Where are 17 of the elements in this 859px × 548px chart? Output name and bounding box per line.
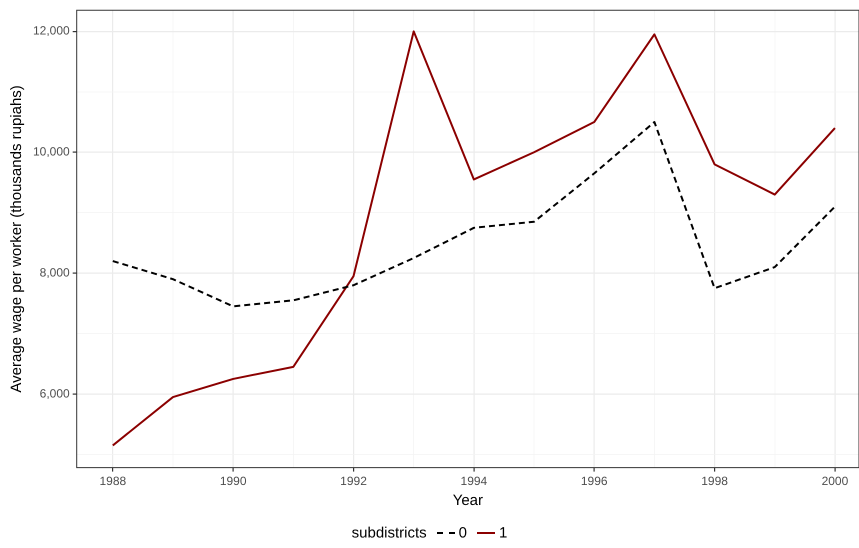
x-tick-label: 1990 <box>220 474 247 488</box>
legend-label: 1 <box>499 524 508 542</box>
x-axis-title: Year <box>452 492 484 510</box>
x-tick-label: 1998 <box>701 474 728 488</box>
y-tick-label: 12,000 <box>33 24 70 38</box>
y-axis-title: Average wage per worker (thousands rupiahs) <box>8 85 26 393</box>
y-tick-label: 8,000 <box>40 265 70 280</box>
x-tick-label: 1994 <box>460 474 488 488</box>
x-tick-label: 1992 <box>340 474 368 488</box>
legend-title: subdistricts <box>352 524 427 542</box>
x-tick-label: 2000 <box>822 474 849 488</box>
legend-label: 0 <box>458 524 468 542</box>
y-tick-label: 6,000 <box>40 386 70 400</box>
x-tick-label: 1996 <box>580 474 608 488</box>
line-series <box>112 121 836 308</box>
x-tick-label: 1988 <box>99 474 126 488</box>
y-tick-label: 10,000 <box>33 144 70 159</box>
